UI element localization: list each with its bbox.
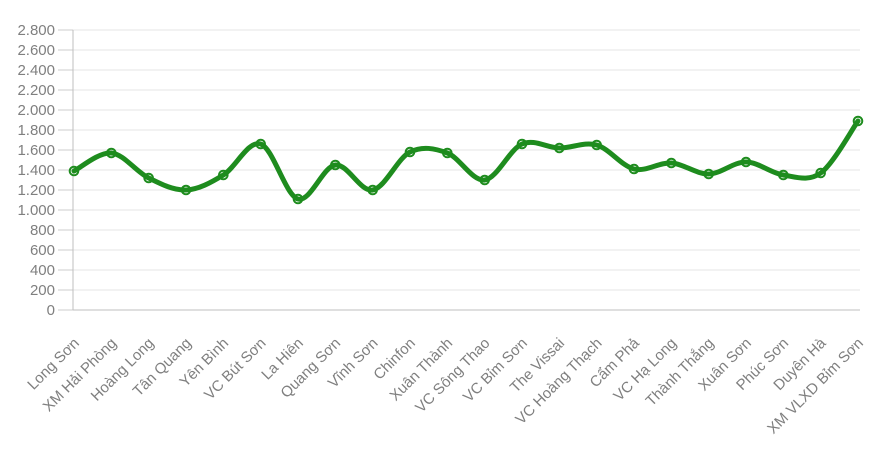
data-point-marker[interactable] [479,174,490,186]
data-point-marker[interactable] [255,138,266,150]
data-point-marker[interactable] [404,146,416,158]
y-axis-tick-label: 800 [30,222,55,239]
data-point-marker[interactable] [367,184,378,196]
data-point-marker[interactable] [516,138,528,150]
y-axis-tick-label: 1.600 [17,142,55,159]
y-axis-tick-label: 1.400 [17,162,55,179]
data-point-marker[interactable] [442,147,453,159]
y-axis-tick-label: 2.400 [17,62,55,79]
data-point-marker[interactable] [218,169,229,181]
data-point-marker[interactable] [628,163,640,175]
y-axis-labels: 0 200 400 600 800 1.000 1.200 1.400 1.600 1.800 2.… [17,22,55,319]
y-axis-tick-label: 2.200 [17,82,55,99]
data-point-markers [68,115,864,205]
data-point-marker[interactable] [778,169,789,181]
data-point-marker[interactable] [591,139,602,151]
data-point-marker[interactable] [554,142,565,154]
y-axis-tick-label: 1.000 [17,202,55,219]
series-line-path [71,118,861,202]
data-point-marker[interactable] [143,172,154,184]
y-axis-tick-label: 0 [47,302,55,319]
data-point-marker[interactable] [852,115,864,127]
y-axis-tick-label: 1.800 [17,122,55,139]
data-point-marker[interactable] [180,184,192,196]
y-axis-tick-label: 600 [30,242,55,259]
line-series [71,118,861,202]
data-point-marker[interactable] [292,193,304,205]
y-axis-tick-label: 1.200 [17,182,55,199]
data-point-marker[interactable] [740,156,752,168]
y-axis-tick-label: 2.000 [17,102,55,119]
y-axis-tick-label: 200 [30,282,55,299]
data-point-marker[interactable] [68,165,80,177]
y-axis-tick-label: 2.800 [17,22,55,39]
data-point-marker[interactable] [330,159,341,171]
data-point-marker[interactable] [815,167,826,179]
y-axis-tick-label: 2.600 [17,42,55,59]
gridlines [73,29,860,291]
y-axis-tick-label: 400 [30,262,55,279]
data-point-marker[interactable] [703,168,714,180]
data-point-marker[interactable] [666,157,677,169]
data-point-marker[interactable] [106,147,117,159]
